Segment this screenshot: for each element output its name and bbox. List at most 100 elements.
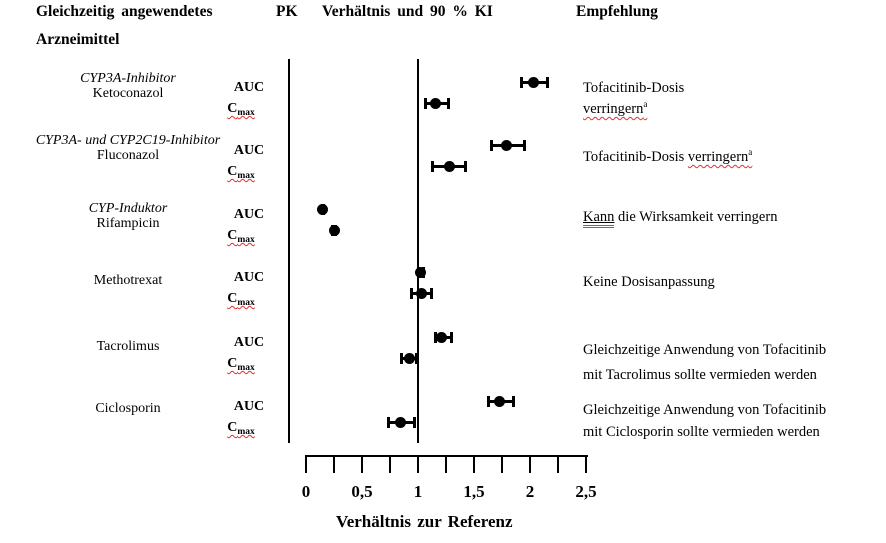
x-axis-tick (305, 455, 307, 473)
x-axis-tick-label: 0 (301, 482, 311, 501)
drug-label: Ciclosporin (8, 401, 248, 416)
x-axis-tick (361, 455, 363, 473)
ci-cap-right (449, 331, 453, 343)
recommendation-line: Kann die Wirksamkeit verringern (583, 209, 883, 228)
x-axis-title: Verhältnis zur Referenz (336, 512, 513, 531)
pk-measure-text: AUC (233, 335, 265, 350)
header-drug-column-line1: Gleichzeitig angewendetes (36, 3, 213, 20)
x-axis-tick (557, 455, 559, 473)
pk-measure-label: Cmax (209, 101, 273, 118)
recommendation-text: Gleichzeitige Anwendung von Tofacitinib m… (583, 338, 883, 388)
x-axis-tick (445, 455, 447, 473)
drug-name: Tacrolimus (96, 339, 160, 354)
drug-label: CYP-Induktor Rifampicin (8, 201, 248, 231)
drug-label: Methotrexat (8, 273, 248, 288)
recommendation-segment: Gleichzeitige Anwendung von Tofacitinib (583, 402, 827, 418)
header-recommendation-column: Empfehlung (576, 3, 658, 20)
ci-cap-right (522, 139, 526, 151)
recommendation-text: Gleichzeitige Anwendung von Tofacitinib m… (583, 399, 883, 443)
pk-measure-label: AUC (217, 143, 281, 159)
ratio-point-marker (494, 395, 506, 407)
recommendation-text: Tofacitinib-Dosis verringerna (583, 80, 883, 117)
plot-left-axis-line (288, 59, 290, 443)
recommendation-segment: Tofacitinib-Dosis (583, 148, 688, 165)
ci-cap-left (487, 395, 491, 407)
pk-measure-label: AUC (217, 80, 281, 96)
pk-measure-text: Cmax (227, 101, 255, 118)
pk-measure-text: AUC (233, 399, 265, 414)
x-axis-tick-label: 2 (525, 482, 535, 501)
recommendation-text: Kann die Wirksamkeit verringern (583, 209, 883, 228)
ci-cap-right (464, 160, 468, 172)
pk-measure-text: Cmax (227, 420, 255, 437)
ratio-point-marker (414, 266, 426, 278)
ci-cap-left (400, 352, 404, 364)
recommendation-segment: Kann (583, 209, 615, 228)
x-axis-tick-label: 1 (413, 482, 423, 501)
drug-label: CYP3A-Inhibitor Ketoconazol (8, 71, 248, 101)
ci-cap-left (431, 160, 435, 172)
x-axis-tick-label: 1,5 (463, 482, 485, 501)
pk-measure-subscript: max (237, 298, 255, 308)
pk-measure-label: Cmax (209, 291, 273, 308)
footnote-marker: a (748, 147, 753, 157)
recommendation-segment: Tofacitinib-Dosis (583, 80, 685, 96)
x-axis-tick (585, 455, 587, 473)
recommendation-line: mit Ciclosporin sollte vermieden werden (583, 421, 883, 443)
drug-class-name: CYP-Induktor (88, 201, 168, 216)
pk-measure-label: Cmax (209, 228, 273, 245)
pk-measure-text: AUC (233, 80, 265, 95)
recommendation-text: Tofacitinib-Dosis verringerna (583, 144, 883, 165)
pk-measure-label: AUC (217, 207, 281, 223)
drug-name: Ciclosporin (95, 401, 161, 416)
drug-name: Rifampicin (96, 216, 160, 231)
ci-cap-left (433, 331, 437, 343)
x-axis-tick (529, 455, 531, 473)
header-ratio-column: Verhältnis und 90 % KI (322, 3, 493, 20)
recommendation-segment: die Wirksamkeit verringern (614, 209, 778, 225)
recommendation-line: mit Tacrolimus sollte vermieden werden (583, 363, 883, 388)
ratio-point-marker (430, 97, 442, 109)
ci-cap-left (423, 97, 427, 109)
pk-measure-text: Cmax (227, 291, 255, 308)
drug-class-name: CYP3A- und CYP2C19-Inhibitor (35, 133, 221, 148)
x-axis-tick (417, 455, 419, 473)
recommendation-line: Tofacitinib-Dosis verringerna (583, 144, 883, 165)
recommendation-line: Gleichzeitige Anwendung von Tofacitinib (583, 338, 883, 363)
x-axis-tick (333, 455, 335, 473)
drug-label: CYP3A- und CYP2C19-Inhibitor Fluconazol (8, 133, 248, 163)
ratio-point-marker (500, 139, 512, 151)
reference-line-at-1 (417, 59, 419, 443)
recommendation-line: Keine Dosisanpassung (583, 274, 883, 290)
recommendation-segment: verringerna (583, 99, 648, 117)
pk-measure-subscript: max (237, 363, 255, 373)
pk-measure-label: AUC (217, 399, 281, 415)
ratio-point-marker (443, 160, 455, 172)
ci-cap-right (546, 76, 550, 88)
ci-cap-right (447, 97, 451, 109)
pk-measure-subscript: max (237, 171, 255, 181)
pk-measure-text: AUC (233, 207, 265, 222)
pk-measure-text: AUC (233, 143, 265, 158)
ci-cap-left (519, 76, 523, 88)
recommendation-segment: Gleichzeitige Anwendung von Tofacitinib (583, 342, 827, 358)
pk-measure-subscript: max (237, 427, 255, 437)
x-axis-rule (306, 455, 588, 457)
recommendation-segment: mit Tacrolimus sollte vermieden werden (583, 367, 817, 383)
pk-measure-subscript: max (237, 108, 255, 118)
recommendation-line: verringerna (583, 96, 883, 117)
recommendation-segment: verringerna (687, 147, 753, 165)
ci-cap-right (412, 416, 416, 428)
pk-measure-text: Cmax (227, 228, 255, 245)
ratio-point-marker (527, 76, 539, 88)
ci-cap-right (415, 352, 418, 364)
ratio-point-marker (436, 331, 448, 343)
footnote-marker: a (643, 99, 648, 109)
drug-label: Tacrolimus (8, 339, 248, 354)
x-axis-tick (389, 455, 391, 473)
pk-measure-text: Cmax (227, 164, 255, 181)
recommendation-line: Gleichzeitige Anwendung von Tofacitinib (583, 399, 883, 421)
recommendation-text: Keine Dosisanpassung (583, 274, 883, 290)
recommendation-segment: mit Ciclosporin sollte vermieden werden (583, 424, 820, 440)
pk-measure-text: Cmax (227, 356, 255, 373)
